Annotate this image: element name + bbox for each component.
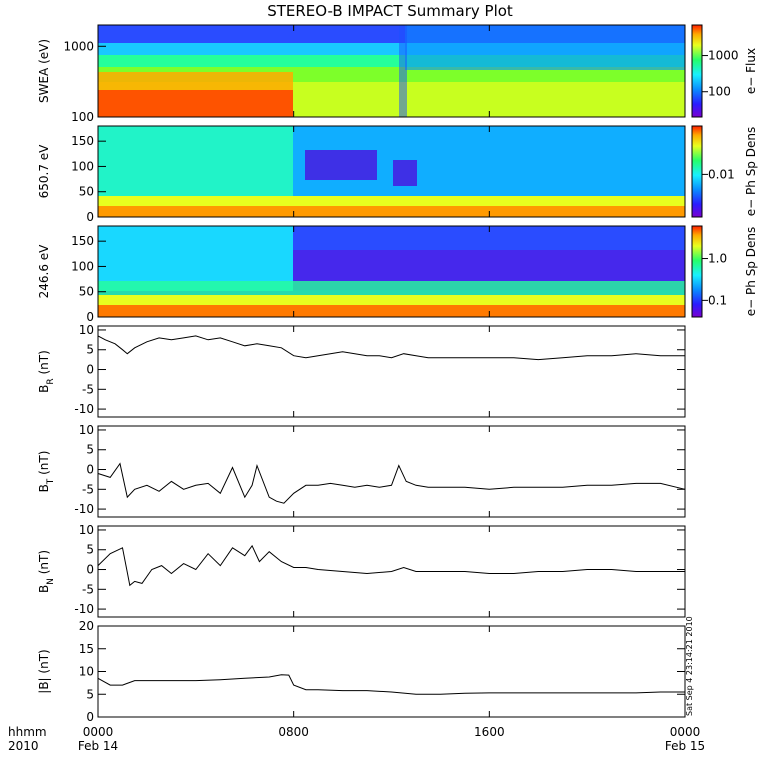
magnetic-field-trace [97, 335, 685, 361]
pad-650-panel [97, 125, 686, 218]
x-tick-date: Feb 15 [665, 739, 705, 753]
pad650-dark-2 [393, 160, 417, 186]
y-tick-label: 0 [86, 210, 94, 224]
colorbar-2 [691, 225, 703, 318]
swea-late-blue [405, 25, 685, 70]
y-tick-label: 0 [86, 363, 94, 377]
colorbar-tick-label: 100 [708, 85, 731, 99]
y-tick-label: -10 [74, 402, 94, 416]
y-tick-label: 1000 [63, 39, 94, 53]
y-tick-label: 5 [86, 443, 94, 457]
y-axis-label: BN (nT) [37, 550, 56, 593]
y-tick-label: 20 [79, 619, 94, 633]
y-tick-label: 50 [79, 185, 94, 199]
y-tick-label: 50 [79, 285, 94, 299]
colorbar-tick-label: 0.01 [708, 167, 735, 181]
y-axis-label: 246.6 eV [37, 244, 51, 299]
y-tick-label: 0 [86, 463, 94, 477]
y-tick-label: 10 [79, 523, 94, 537]
series-layer [97, 335, 686, 695]
colorbar-0 [691, 24, 703, 118]
y-tick-label: 15 [79, 642, 94, 656]
y-tick-label: 10 [79, 665, 94, 679]
y-tick-label: 10 [79, 423, 94, 437]
colorbar-label: e− Ph Sp Dens [744, 227, 758, 316]
magnetic-field-trace [97, 544, 685, 587]
x-tick-label: 0000 [83, 725, 114, 739]
pad-246-panel [97, 225, 686, 318]
colorbar-tick-label: 1000 [708, 49, 739, 63]
x-tick-date: Feb 14 [78, 739, 118, 753]
y-tick-label: 5 [86, 343, 94, 357]
y-tick-label: 150 [71, 134, 94, 148]
line-panel-frame [97, 625, 686, 718]
pad246-yellow [98, 295, 685, 305]
y-axis-label: SWEA (eV) [37, 39, 51, 103]
colorbar-label: e− Ph Sp Dens [744, 127, 758, 216]
generation-timestamp: Sat Sep 4 23:14:21 2010 [685, 616, 694, 716]
y-tick-label: 5 [86, 687, 94, 701]
y-tick-label: 5 [86, 543, 94, 557]
pad246-early-cyan [98, 226, 293, 291]
y-tick-label: 150 [71, 234, 94, 248]
y-axis-label: 650.7 eV [37, 144, 51, 199]
pad650-green-band [98, 126, 293, 196]
y-axis-label: BT (nT) [37, 451, 56, 493]
pad650-dark-1 [305, 150, 377, 180]
pad650-orange-floor [98, 206, 685, 217]
y-tick-label: 100 [71, 110, 94, 124]
y-tick-label: 0 [86, 710, 94, 724]
swea-frame [97, 24, 686, 118]
magnetic-field-trace [97, 462, 686, 504]
y-axis-label: |B| (nT) [37, 649, 51, 693]
y-tick-label: -5 [82, 382, 94, 396]
y-tick-label: 0 [86, 310, 94, 324]
swea-early-hotter [98, 90, 293, 117]
colorbar-label: e− Flux [744, 48, 758, 94]
magnetic-field-trace [97, 674, 685, 695]
x-tick-label: 0000 [670, 725, 701, 739]
pad650-frame [97, 125, 686, 218]
y-tick-label: -10 [74, 602, 94, 616]
y-tick-label: -10 [74, 502, 94, 516]
pad246-green [98, 281, 685, 295]
y-tick-label: 100 [71, 159, 94, 173]
y-tick-label: 10 [79, 323, 94, 337]
plot-title: STEREO-B IMPACT Summary Plot [267, 2, 513, 20]
axes-layer [97, 25, 708, 718]
y-tick-label: 0 [86, 563, 94, 577]
pad246-orange [98, 305, 685, 317]
x-axis-row1-label: hhmm [8, 725, 47, 739]
x-tick-label: 1600 [474, 725, 505, 739]
y-axis-label: BR (nT) [37, 350, 56, 393]
y-tick-label: -5 [82, 482, 94, 496]
colorbar-tick-label: 1.0 [708, 252, 727, 266]
y-tick-label: 100 [71, 259, 94, 273]
colorbar-tick-label: 0.1 [708, 293, 727, 307]
x-tick-label: 0800 [278, 725, 309, 739]
x-axis-row2-label: 2010 [8, 739, 39, 753]
pad650-yellow-floor [98, 196, 685, 206]
colorbar-1 [691, 125, 703, 218]
line-panel-frame [97, 425, 686, 518]
pad246-frame [97, 225, 686, 318]
line-panel-frame [97, 325, 686, 418]
swea-panel [97, 24, 686, 118]
y-tick-label: -5 [82, 582, 94, 596]
swea-dip [399, 25, 407, 117]
